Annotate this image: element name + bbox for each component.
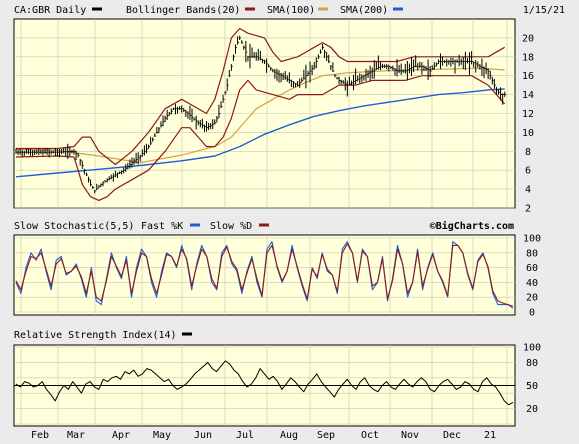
rsi-title: Relative Strength Index(14) bbox=[14, 330, 177, 341]
price-tick-label: 4 bbox=[525, 185, 531, 196]
rsi-tick-label: 100 bbox=[523, 343, 541, 354]
stochastic-tick-label: 20 bbox=[526, 293, 538, 304]
stochastic-tick-label: 0 bbox=[529, 308, 535, 319]
price-tick-label: 12 bbox=[522, 109, 534, 120]
rsi-grid bbox=[14, 345, 515, 426]
slowd-legend-label: Slow %D bbox=[210, 221, 252, 232]
price-tick-label: 18 bbox=[522, 52, 534, 63]
stochastic-tick-label: 60 bbox=[526, 263, 538, 274]
stochastic-tick-label: 100 bbox=[523, 234, 541, 245]
slowd-line bbox=[15, 243, 514, 307]
rsi-tick-label: 50 bbox=[526, 381, 538, 392]
rsi-line bbox=[15, 360, 514, 406]
bollinger-lower-line bbox=[15, 75, 506, 201]
stochastic-y-axis: 0 20 40 60 80 100 bbox=[523, 234, 541, 319]
x-tick-label: Oct bbox=[361, 430, 379, 441]
rsi-series bbox=[15, 360, 514, 406]
stochastic-tick-label: 80 bbox=[526, 248, 538, 259]
price-tick-label: 10 bbox=[522, 128, 534, 139]
stochastic-grid bbox=[14, 235, 515, 315]
x-tick-label: 21 bbox=[484, 430, 496, 441]
price-header: CA:GBR Daily Bollinger Bands(20) SMA(100… bbox=[14, 5, 565, 16]
rsi-y-axis: 20 50 80 100 bbox=[523, 343, 541, 416]
x-tick-label: May bbox=[153, 430, 171, 441]
price-series bbox=[15, 27, 507, 201]
stochastic-series bbox=[15, 241, 514, 309]
x-tick-label: Aug bbox=[280, 430, 298, 441]
x-tick-label: Apr bbox=[112, 430, 130, 441]
price-tick-label: 2 bbox=[525, 204, 531, 215]
x-tick-label: Dec bbox=[443, 430, 461, 441]
price-bars bbox=[15, 35, 507, 194]
stochastic-title: Slow Stochastic(5,5) bbox=[14, 221, 134, 232]
x-tick-label: Mar bbox=[67, 430, 85, 441]
sma100-legend-label: SMA(100) bbox=[267, 5, 315, 16]
price-tick-label: 16 bbox=[522, 71, 534, 82]
ticker-title: CA:GBR Daily bbox=[14, 5, 86, 16]
price-tick-label: 6 bbox=[525, 166, 531, 177]
rsi-header: Relative Strength Index(14) bbox=[14, 330, 192, 341]
x-tick-label: Nov bbox=[401, 430, 419, 441]
stochastic-tick-label: 40 bbox=[526, 278, 538, 289]
x-tick-label: Jul bbox=[236, 430, 254, 441]
bollinger-upper-line bbox=[16, 27, 505, 166]
fastk-legend-label: Fast %K bbox=[141, 221, 183, 232]
x-tick-label: Jun bbox=[194, 430, 212, 441]
price-tick-label: 14 bbox=[522, 90, 534, 101]
bollinger-legend-label: Bollinger Bands(20) bbox=[126, 5, 240, 16]
sma200-legend-label: SMA(200) bbox=[340, 5, 388, 16]
sma200-line bbox=[15, 88, 505, 178]
chart-date: 1/15/21 bbox=[523, 5, 565, 16]
rsi-tick-label: 20 bbox=[526, 404, 538, 415]
stochastic-header: Slow Stochastic(5,5) Fast %K Slow %D ©Bi… bbox=[14, 220, 514, 232]
price-y-axis: 2 4 6 8 10 12 14 16 18 20 bbox=[522, 33, 534, 214]
rsi-tick-label: 80 bbox=[526, 358, 538, 369]
x-tick-label: Feb bbox=[31, 430, 49, 441]
price-tick-label: 20 bbox=[522, 33, 534, 44]
bigcharts-watermark: ©BigCharts.com bbox=[430, 220, 514, 232]
x-axis: Feb Mar Apr May Jun Jul Aug Sep Oct Nov Dec 21 bbox=[31, 430, 496, 441]
x-tick-label: Sep bbox=[317, 430, 335, 441]
price-grid bbox=[14, 19, 515, 209]
price-tick-label: 8 bbox=[525, 147, 531, 158]
